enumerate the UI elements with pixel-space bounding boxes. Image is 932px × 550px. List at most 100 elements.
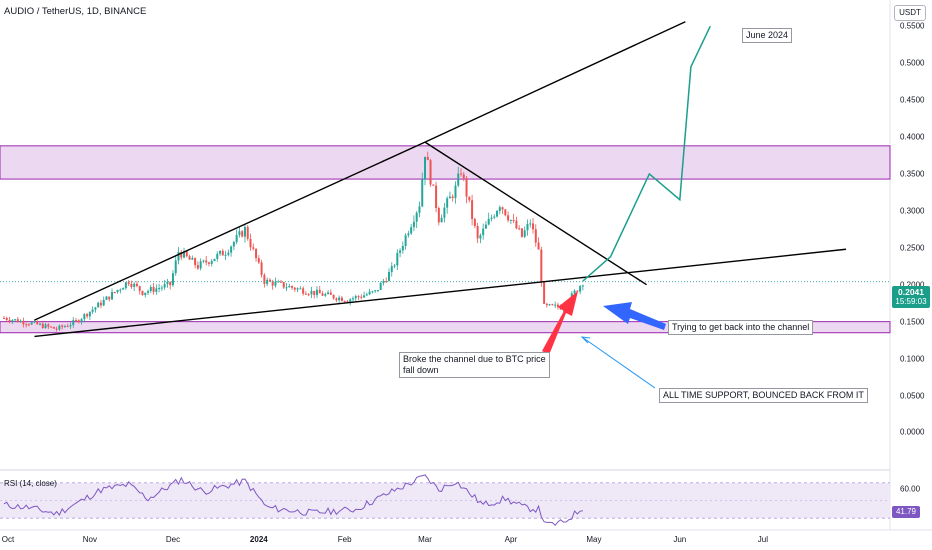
candle-body [282, 282, 285, 288]
annotation-trying-back[interactable]: Trying to get back into the channel [668, 320, 814, 335]
candle-body [493, 216, 496, 218]
candle-body [135, 283, 138, 287]
candle-body [376, 289, 379, 291]
candle-body [460, 173, 463, 175]
candle-body [152, 286, 155, 292]
y-tick-label: 0.1500 [900, 317, 925, 327]
candle-body [102, 299, 105, 306]
candle-body [310, 290, 313, 295]
candle-body [351, 298, 354, 300]
candle-body [374, 290, 377, 292]
candle-body [160, 287, 163, 289]
candle-body [5, 318, 8, 320]
candle-body [86, 314, 89, 317]
candle-body [512, 219, 515, 221]
candle-body [80, 319, 83, 323]
candle-body [426, 156, 429, 161]
candle-body [515, 220, 518, 229]
candle-body [501, 207, 504, 210]
candle-body [304, 293, 307, 295]
candle-body [401, 245, 404, 251]
candle-body [235, 235, 238, 243]
candle-body [25, 324, 28, 326]
candle-body [55, 328, 58, 330]
current-price-tag: 0.2041 15:59:03 [892, 286, 930, 308]
candle-body [66, 326, 69, 328]
candle-body [52, 326, 55, 329]
candle-body [393, 265, 396, 267]
candle-body [454, 185, 457, 199]
candle-body [116, 289, 119, 293]
candle-body [371, 291, 374, 293]
candle-body [83, 314, 86, 320]
candle-body [581, 285, 584, 287]
candle-body [354, 296, 357, 299]
x-tick-label: Jul [757, 535, 769, 544]
annotation-all-time-support[interactable]: ALL TIME SUPPORT, BOUNCED BACK FROM IT [659, 388, 868, 403]
candle-body [365, 294, 368, 296]
candle-body [507, 215, 510, 221]
candle-body [349, 299, 352, 303]
candle-body [482, 228, 485, 236]
candle-body [216, 253, 219, 259]
candle-body [457, 173, 460, 186]
candle-body [210, 261, 213, 264]
candle-body [432, 184, 435, 186]
candle-body [324, 294, 327, 296]
candle-body [238, 231, 241, 236]
candle-body [11, 320, 14, 322]
candle-body [532, 223, 535, 230]
candle-body [196, 265, 199, 269]
candle-body [534, 229, 537, 243]
candle-body [382, 281, 385, 284]
y-tick-label: 0.1000 [900, 354, 925, 364]
candle-body [219, 250, 222, 254]
support-connector-line [581, 336, 656, 389]
candle-body [33, 321, 36, 323]
candle-body [16, 319, 19, 323]
candle-body [147, 291, 150, 293]
candle-body [440, 217, 443, 223]
candle-body [520, 228, 523, 237]
candle-body [554, 304, 557, 306]
candle-body [111, 292, 114, 300]
candle-body [346, 301, 349, 303]
candle-body [246, 227, 249, 239]
candle-body [299, 288, 302, 290]
unit-selector[interactable]: USDT [894, 5, 926, 21]
candle-body [473, 218, 476, 227]
candle-body [368, 291, 371, 295]
candle-body [199, 261, 202, 269]
candle-body [410, 227, 413, 234]
candle-body [63, 326, 66, 328]
candle-body [205, 260, 208, 263]
candle-body [509, 219, 512, 221]
candle-body [207, 262, 210, 264]
candle-body [496, 210, 499, 217]
candle-body [119, 289, 122, 291]
candle-body [462, 174, 465, 179]
candle-body [185, 251, 188, 257]
candle-body [127, 282, 130, 284]
candle-body [302, 288, 305, 294]
y-tick-label: 0.2500 [900, 243, 925, 253]
projection-path [582, 25, 711, 282]
candle-body [191, 258, 194, 260]
annotation-june-2024[interactable]: June 2024 [742, 28, 793, 43]
candle-body [75, 320, 78, 322]
annotation-broke-channel[interactable]: Broke the channel due to BTC price fall … [399, 352, 550, 378]
candle-body [576, 290, 579, 292]
candle-body [385, 281, 388, 283]
candle-body [166, 281, 169, 285]
candle-body [227, 252, 230, 255]
candle-body [407, 233, 410, 236]
candle-body [537, 242, 540, 250]
candle-body [39, 323, 42, 325]
candle-body [141, 290, 144, 296]
candle-body [479, 235, 482, 239]
candle-body [518, 228, 521, 230]
blue-arrow [603, 302, 666, 330]
candle-body [169, 281, 172, 286]
y-tick-label: 0.5500 [900, 21, 925, 31]
